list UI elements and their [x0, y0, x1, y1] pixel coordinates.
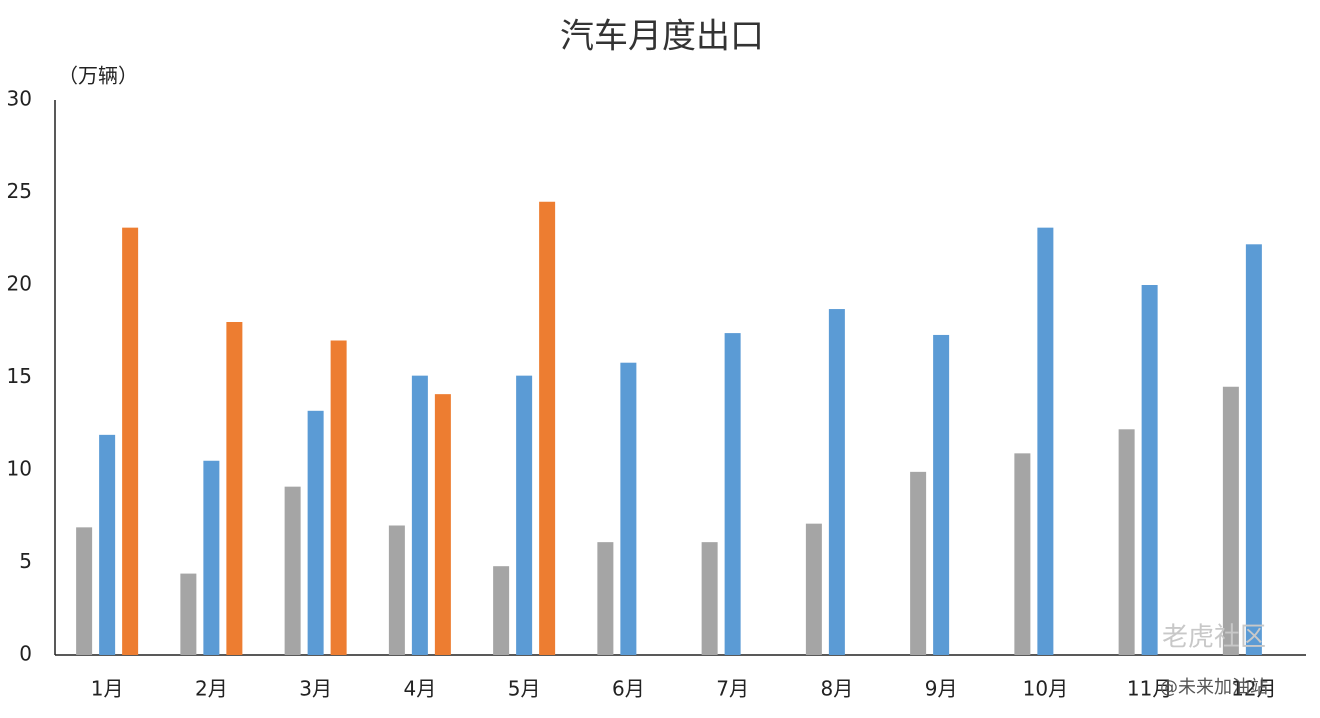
bar	[1222, 386, 1239, 655]
bar	[434, 394, 451, 655]
x-tick-label: 2月	[195, 677, 228, 701]
bar	[411, 375, 428, 655]
watermark: @未来加油站	[1160, 677, 1268, 698]
bar	[388, 525, 405, 655]
x-tick-label: 11月	[1127, 677, 1172, 701]
bar	[620, 362, 637, 655]
x-tick-label: 6月	[612, 677, 645, 701]
bar	[99, 434, 116, 655]
bar	[330, 340, 347, 655]
bar	[910, 471, 927, 655]
bar	[1245, 244, 1262, 656]
y-tick-label: 15	[7, 364, 32, 388]
bar	[226, 322, 243, 655]
bar	[203, 460, 220, 655]
y-tick-label: 5	[19, 549, 32, 573]
bar	[539, 201, 556, 655]
bar	[516, 375, 533, 655]
x-tick-label: 5月	[508, 677, 541, 701]
bar	[1014, 453, 1031, 655]
y-axis-label: （万辆）	[58, 64, 138, 88]
bar	[307, 410, 324, 655]
bar	[493, 566, 510, 655]
y-tick-label: 0	[19, 642, 32, 666]
bar	[1037, 227, 1054, 655]
bar	[284, 486, 301, 655]
y-tick-label: 30	[7, 87, 32, 111]
x-tick-label: 4月	[404, 677, 437, 701]
x-tick-label: 8月	[821, 677, 854, 701]
bar	[828, 309, 845, 655]
watermark: 老虎社区	[1162, 623, 1266, 653]
bar	[1141, 285, 1158, 655]
chart-title: 汽车月度出口	[560, 17, 764, 57]
bar	[1118, 429, 1135, 655]
bar	[701, 542, 718, 655]
y-tick-label: 25	[7, 179, 32, 203]
bar	[180, 573, 197, 655]
bar	[76, 527, 93, 655]
x-tick-label: 12月	[1231, 677, 1276, 701]
x-tick-label: 3月	[299, 677, 332, 701]
bar	[805, 523, 822, 655]
x-tick-label: 1月	[91, 677, 124, 701]
bar	[724, 333, 741, 655]
bar	[933, 334, 950, 655]
x-tick-label: 9月	[925, 677, 958, 701]
y-tick-label: 20	[7, 272, 32, 296]
x-tick-label: 7月	[716, 677, 749, 701]
bar	[597, 542, 614, 655]
bar	[122, 227, 139, 655]
x-tick-label: 10月	[1023, 677, 1068, 701]
y-tick-label: 10	[7, 457, 32, 481]
